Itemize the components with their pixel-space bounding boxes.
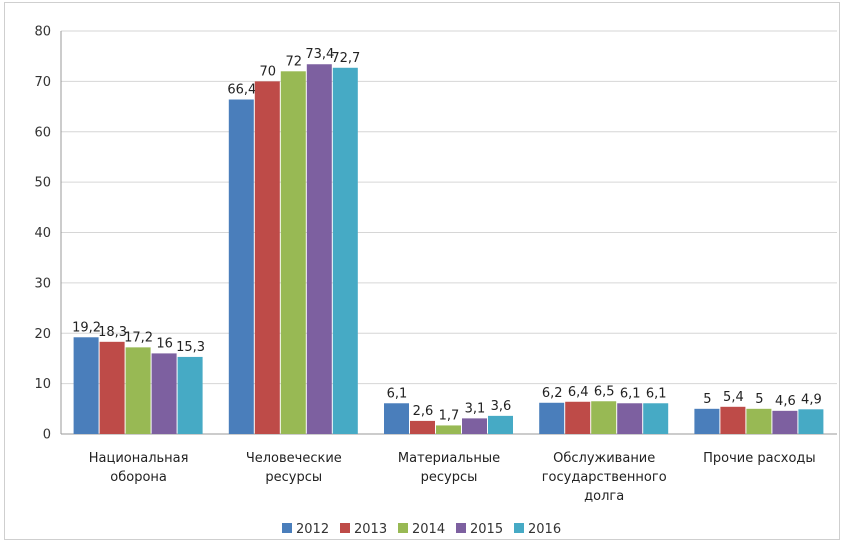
x-category-label: Человеческие xyxy=(246,451,342,466)
bar xyxy=(254,81,280,434)
x-category-label: долга xyxy=(584,489,624,504)
legend-label: 2012 xyxy=(296,522,329,537)
x-category-label: Обслуживание xyxy=(553,451,655,466)
y-tick-label: 30 xyxy=(34,276,51,291)
x-category-label: государственного xyxy=(542,470,667,485)
data-label: 1,7 xyxy=(439,408,460,423)
data-label: 6,4 xyxy=(568,385,589,400)
data-label: 3,6 xyxy=(491,399,512,414)
legend-label: 2013 xyxy=(354,522,387,537)
bar xyxy=(488,415,513,434)
bar xyxy=(125,347,151,434)
data-label: 6,1 xyxy=(620,386,641,401)
data-label: 6,1 xyxy=(387,386,408,401)
data-label: 6,5 xyxy=(594,384,615,399)
bar xyxy=(798,409,824,434)
x-category-label: Материальные xyxy=(398,451,500,466)
data-label: 18,3 xyxy=(98,325,127,340)
bar xyxy=(151,353,177,434)
legend-swatch xyxy=(514,523,524,533)
data-label: 3,1 xyxy=(465,401,486,416)
y-tick-label: 50 xyxy=(34,176,51,191)
legend-swatch xyxy=(456,523,466,533)
data-label: 17,2 xyxy=(124,330,153,345)
data-label: 16 xyxy=(156,336,173,351)
y-tick-label: 60 xyxy=(34,125,51,140)
bar xyxy=(306,64,332,434)
bar xyxy=(177,356,203,434)
bar xyxy=(720,406,746,434)
data-label: 72,7 xyxy=(331,51,360,66)
bar xyxy=(228,99,254,434)
bar xyxy=(462,418,487,434)
data-label: 70 xyxy=(260,64,277,79)
y-tick-label: 80 xyxy=(34,25,51,40)
x-category-label: ресурсы xyxy=(421,470,478,485)
bar xyxy=(332,67,358,435)
legend-label: 2014 xyxy=(412,522,445,537)
bar xyxy=(643,403,669,434)
data-label: 4,6 xyxy=(775,394,796,409)
data-label: 15,3 xyxy=(176,340,205,355)
y-tick-label: 10 xyxy=(34,377,51,392)
bar-chart: 0 10 20 30 40 50 60 70 80 19,218,317,2 16 15,3 Нацио… xyxy=(34,25,837,537)
bar xyxy=(591,401,617,434)
data-label: 6,1 xyxy=(646,386,667,401)
data-label: 72 xyxy=(286,54,303,69)
y-tick-label: 20 xyxy=(34,327,51,342)
x-category-label: Прочие расходы xyxy=(703,451,816,466)
bar xyxy=(410,420,435,434)
legend-swatch xyxy=(282,523,292,533)
data-label: 19,2 xyxy=(72,320,101,335)
legend-swatch xyxy=(340,523,350,533)
bar xyxy=(73,337,99,434)
y-tick-label: 40 xyxy=(34,226,51,241)
legend-swatch xyxy=(398,523,408,533)
bar xyxy=(280,71,306,435)
legend-label: 2015 xyxy=(470,522,503,537)
chart-frame: 0 10 20 30 40 50 60 70 80 19,2 18,3 17,2 16 15,3 Нацио… xyxy=(4,2,840,540)
bar xyxy=(617,403,643,434)
bar xyxy=(772,410,798,434)
bar xyxy=(539,402,565,434)
data-label: 66,4 xyxy=(227,83,256,98)
bar xyxy=(436,425,461,434)
bar xyxy=(99,341,125,434)
data-label: 4,9 xyxy=(801,392,822,407)
data-label: 5 xyxy=(755,392,763,407)
y-tick-label: 70 xyxy=(34,75,51,90)
data-label: 73,4 xyxy=(305,47,334,62)
x-category-label: оборона xyxy=(110,470,167,485)
bar xyxy=(746,408,772,434)
y-tick-label: 0 xyxy=(43,428,51,443)
x-category-label: ресурсы xyxy=(265,470,322,485)
bar xyxy=(694,408,720,434)
legend-label: 2016 xyxy=(528,522,561,537)
data-label: 2,6 xyxy=(413,404,434,419)
bar xyxy=(384,403,409,434)
data-label: 6,2 xyxy=(542,386,563,401)
bar xyxy=(565,401,591,434)
x-category-label: Национальная xyxy=(89,451,189,466)
data-label: 5 xyxy=(703,392,711,407)
data-label: 5,4 xyxy=(723,390,744,405)
